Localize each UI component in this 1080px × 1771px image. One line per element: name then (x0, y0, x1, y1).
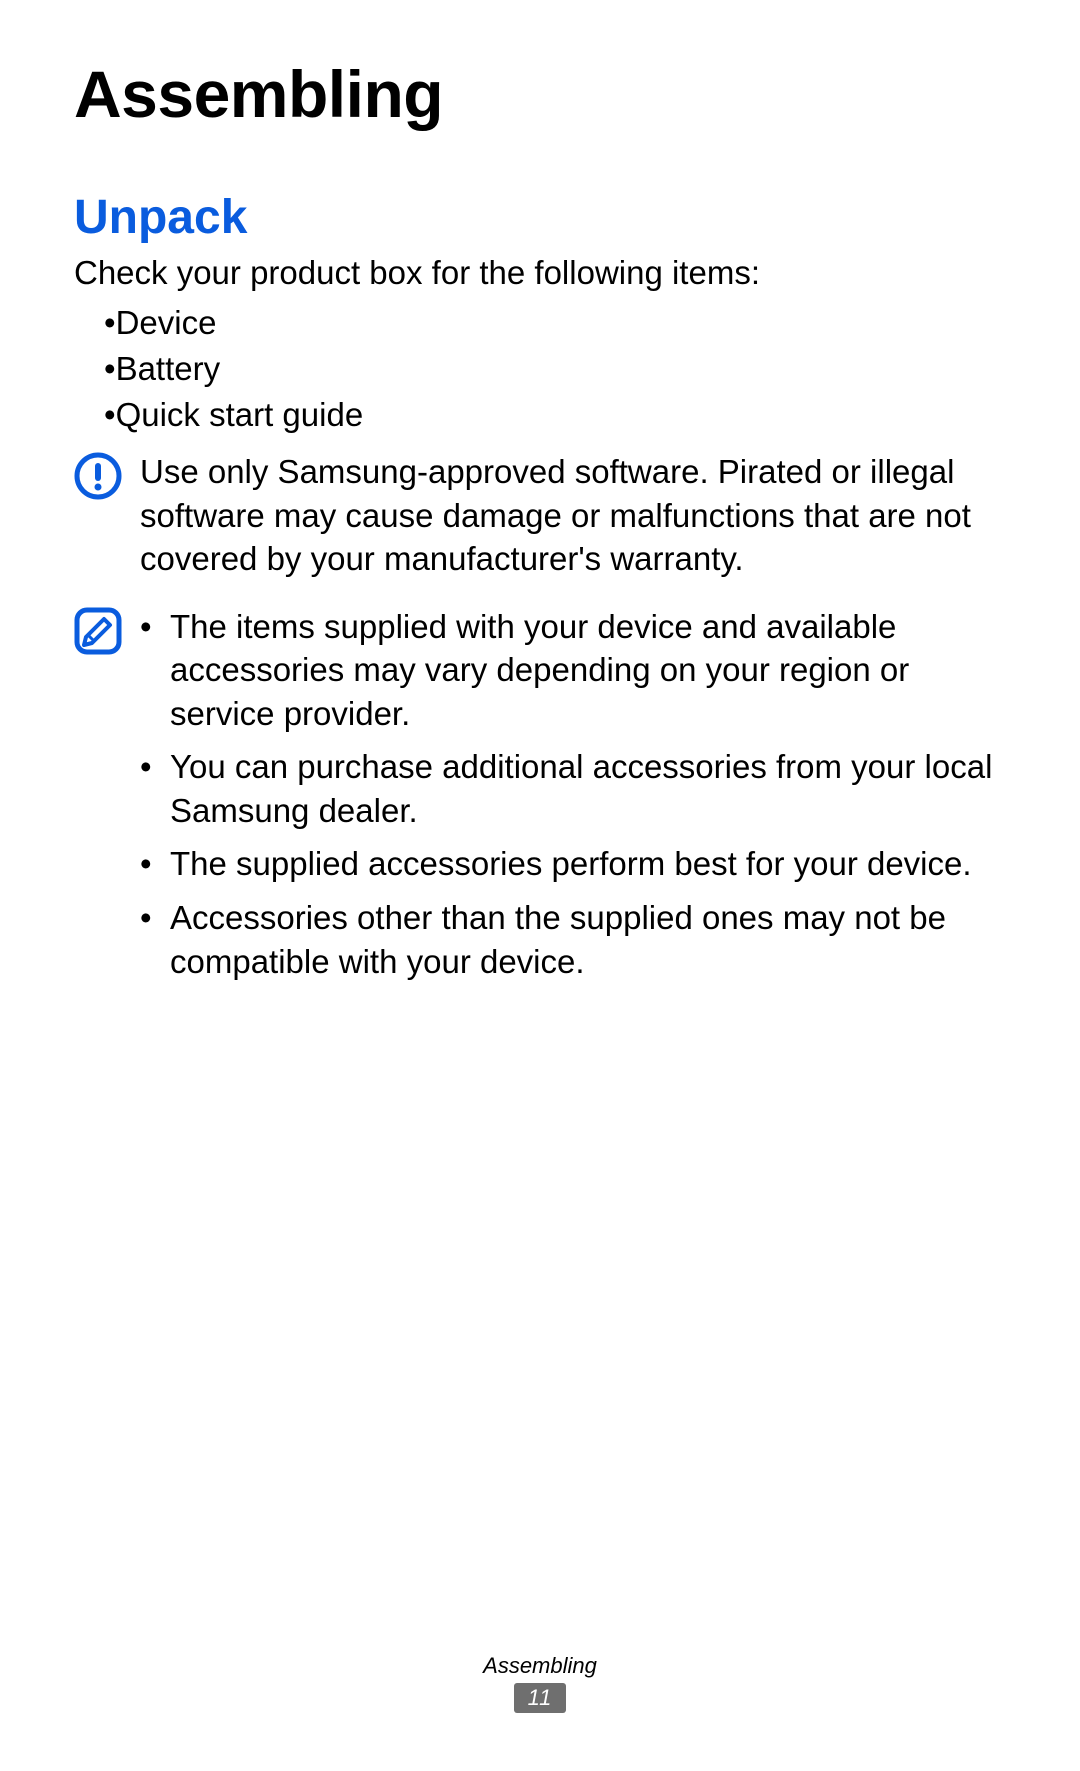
note-body: The items supplied with your device and … (140, 605, 1006, 993)
page-number: 11 (514, 1683, 567, 1713)
warning-callout: Use only Samsung-approved software. Pira… (74, 450, 1006, 581)
note-icon (74, 607, 122, 660)
footer-section-label: Assembling (0, 1653, 1080, 1679)
box-items-list: Device Battery Quick start guide (74, 300, 1006, 439)
page-footer: Assembling 11 (0, 1653, 1080, 1713)
list-item: You can purchase additional accessories … (140, 745, 1006, 832)
intro-text: Check your product box for the following… (74, 251, 1006, 296)
list-item: Device (74, 300, 1006, 346)
list-item: The supplied accessories perform best fo… (140, 842, 1006, 886)
section-title: Unpack (74, 190, 1006, 245)
list-item: The items supplied with your device and … (140, 605, 1006, 736)
page-content: Assembling Unpack Check your product box… (0, 0, 1080, 993)
list-item: Battery (74, 346, 1006, 392)
list-item: Quick start guide (74, 392, 1006, 438)
list-item: Accessories other than the supplied ones… (140, 896, 1006, 983)
note-callout: The items supplied with your device and … (74, 605, 1006, 993)
warning-text: Use only Samsung-approved software. Pira… (140, 450, 1006, 581)
chapter-title: Assembling (74, 56, 1006, 132)
caution-icon (74, 452, 122, 505)
